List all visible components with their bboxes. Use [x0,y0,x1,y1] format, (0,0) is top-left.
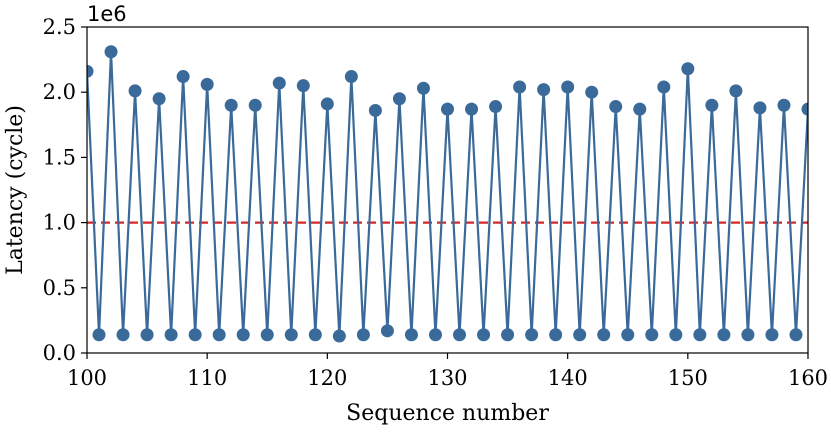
data-point [729,84,743,98]
data-point [87,64,94,78]
y-tick-label: 0.0 [43,341,76,365]
y-ticks: 0.0 0.5 1.0 1.5 2.0 2.5 [43,15,87,365]
data-point [549,328,563,342]
data-point [561,80,575,94]
data-point [453,328,467,342]
data-point [489,100,503,114]
data-point [260,328,274,342]
data-point [368,103,382,117]
data-point [140,328,154,342]
data-point [188,328,202,342]
data-point [392,92,406,106]
data-point [573,328,587,342]
data-point [104,45,118,59]
data-point [320,97,334,111]
data-point [428,328,442,342]
data-point [236,328,250,342]
data-point [741,328,755,342]
x-axis-label: Sequence number [346,401,549,426]
data-point [296,79,310,93]
y-tick-label: 1.0 [43,211,76,235]
data-point [645,328,659,342]
y-tick-label: 2.0 [43,80,76,104]
data-point [116,328,130,342]
data-point [657,80,671,94]
data-point [200,77,214,91]
data-point [717,328,731,342]
data-point [224,98,238,112]
data-point [416,81,430,95]
data-point [801,102,808,116]
y-scale-label: 1e6 [87,2,127,26]
data-point [597,328,611,342]
data-point [248,98,262,112]
data-point [284,328,298,342]
x-tick-label: 130 [427,366,467,390]
x-tick-label: 100 [67,366,107,390]
data-point [669,328,683,342]
data-point [152,92,166,106]
data-point [501,328,515,342]
data-point [705,98,719,112]
x-tick-label: 140 [548,366,588,390]
data-point [633,102,647,116]
data-point [441,102,454,116]
data-point [537,83,551,97]
data-point [92,328,106,342]
data-point [380,324,394,338]
series-layer [87,45,808,343]
data-point [176,70,190,84]
series-line [87,50,808,338]
y-axis-label: Latency (cycle) [3,105,28,275]
data-point [356,328,370,342]
y-tick-label: 0.5 [43,276,76,300]
x-ticks: 100 110 120 130 140 150 160 [67,353,828,390]
data-point [609,100,623,114]
x-tick-label: 160 [788,366,828,390]
data-point [621,328,635,342]
data-point [513,80,527,94]
data-point [128,84,142,98]
data-point [525,328,539,342]
axes-frame [86,26,809,354]
x-tick-label: 120 [307,366,347,390]
y-tick-label: 1.5 [43,145,76,169]
x-tick-label: 150 [668,366,708,390]
data-point [465,102,479,116]
data-point [681,62,695,76]
data-point [585,85,599,99]
data-point [477,328,491,342]
data-point [332,329,346,343]
x-tick-label: 110 [187,366,227,390]
data-point [765,328,779,342]
data-point [777,98,791,112]
data-point [272,76,286,90]
data-point [693,328,707,342]
data-point [753,101,767,115]
data-point [344,70,358,84]
data-point [308,328,322,342]
data-point [212,328,226,342]
y-tick-label: 2.5 [43,15,76,39]
data-point [789,328,803,342]
data-point [164,328,178,342]
data-point [404,328,418,342]
